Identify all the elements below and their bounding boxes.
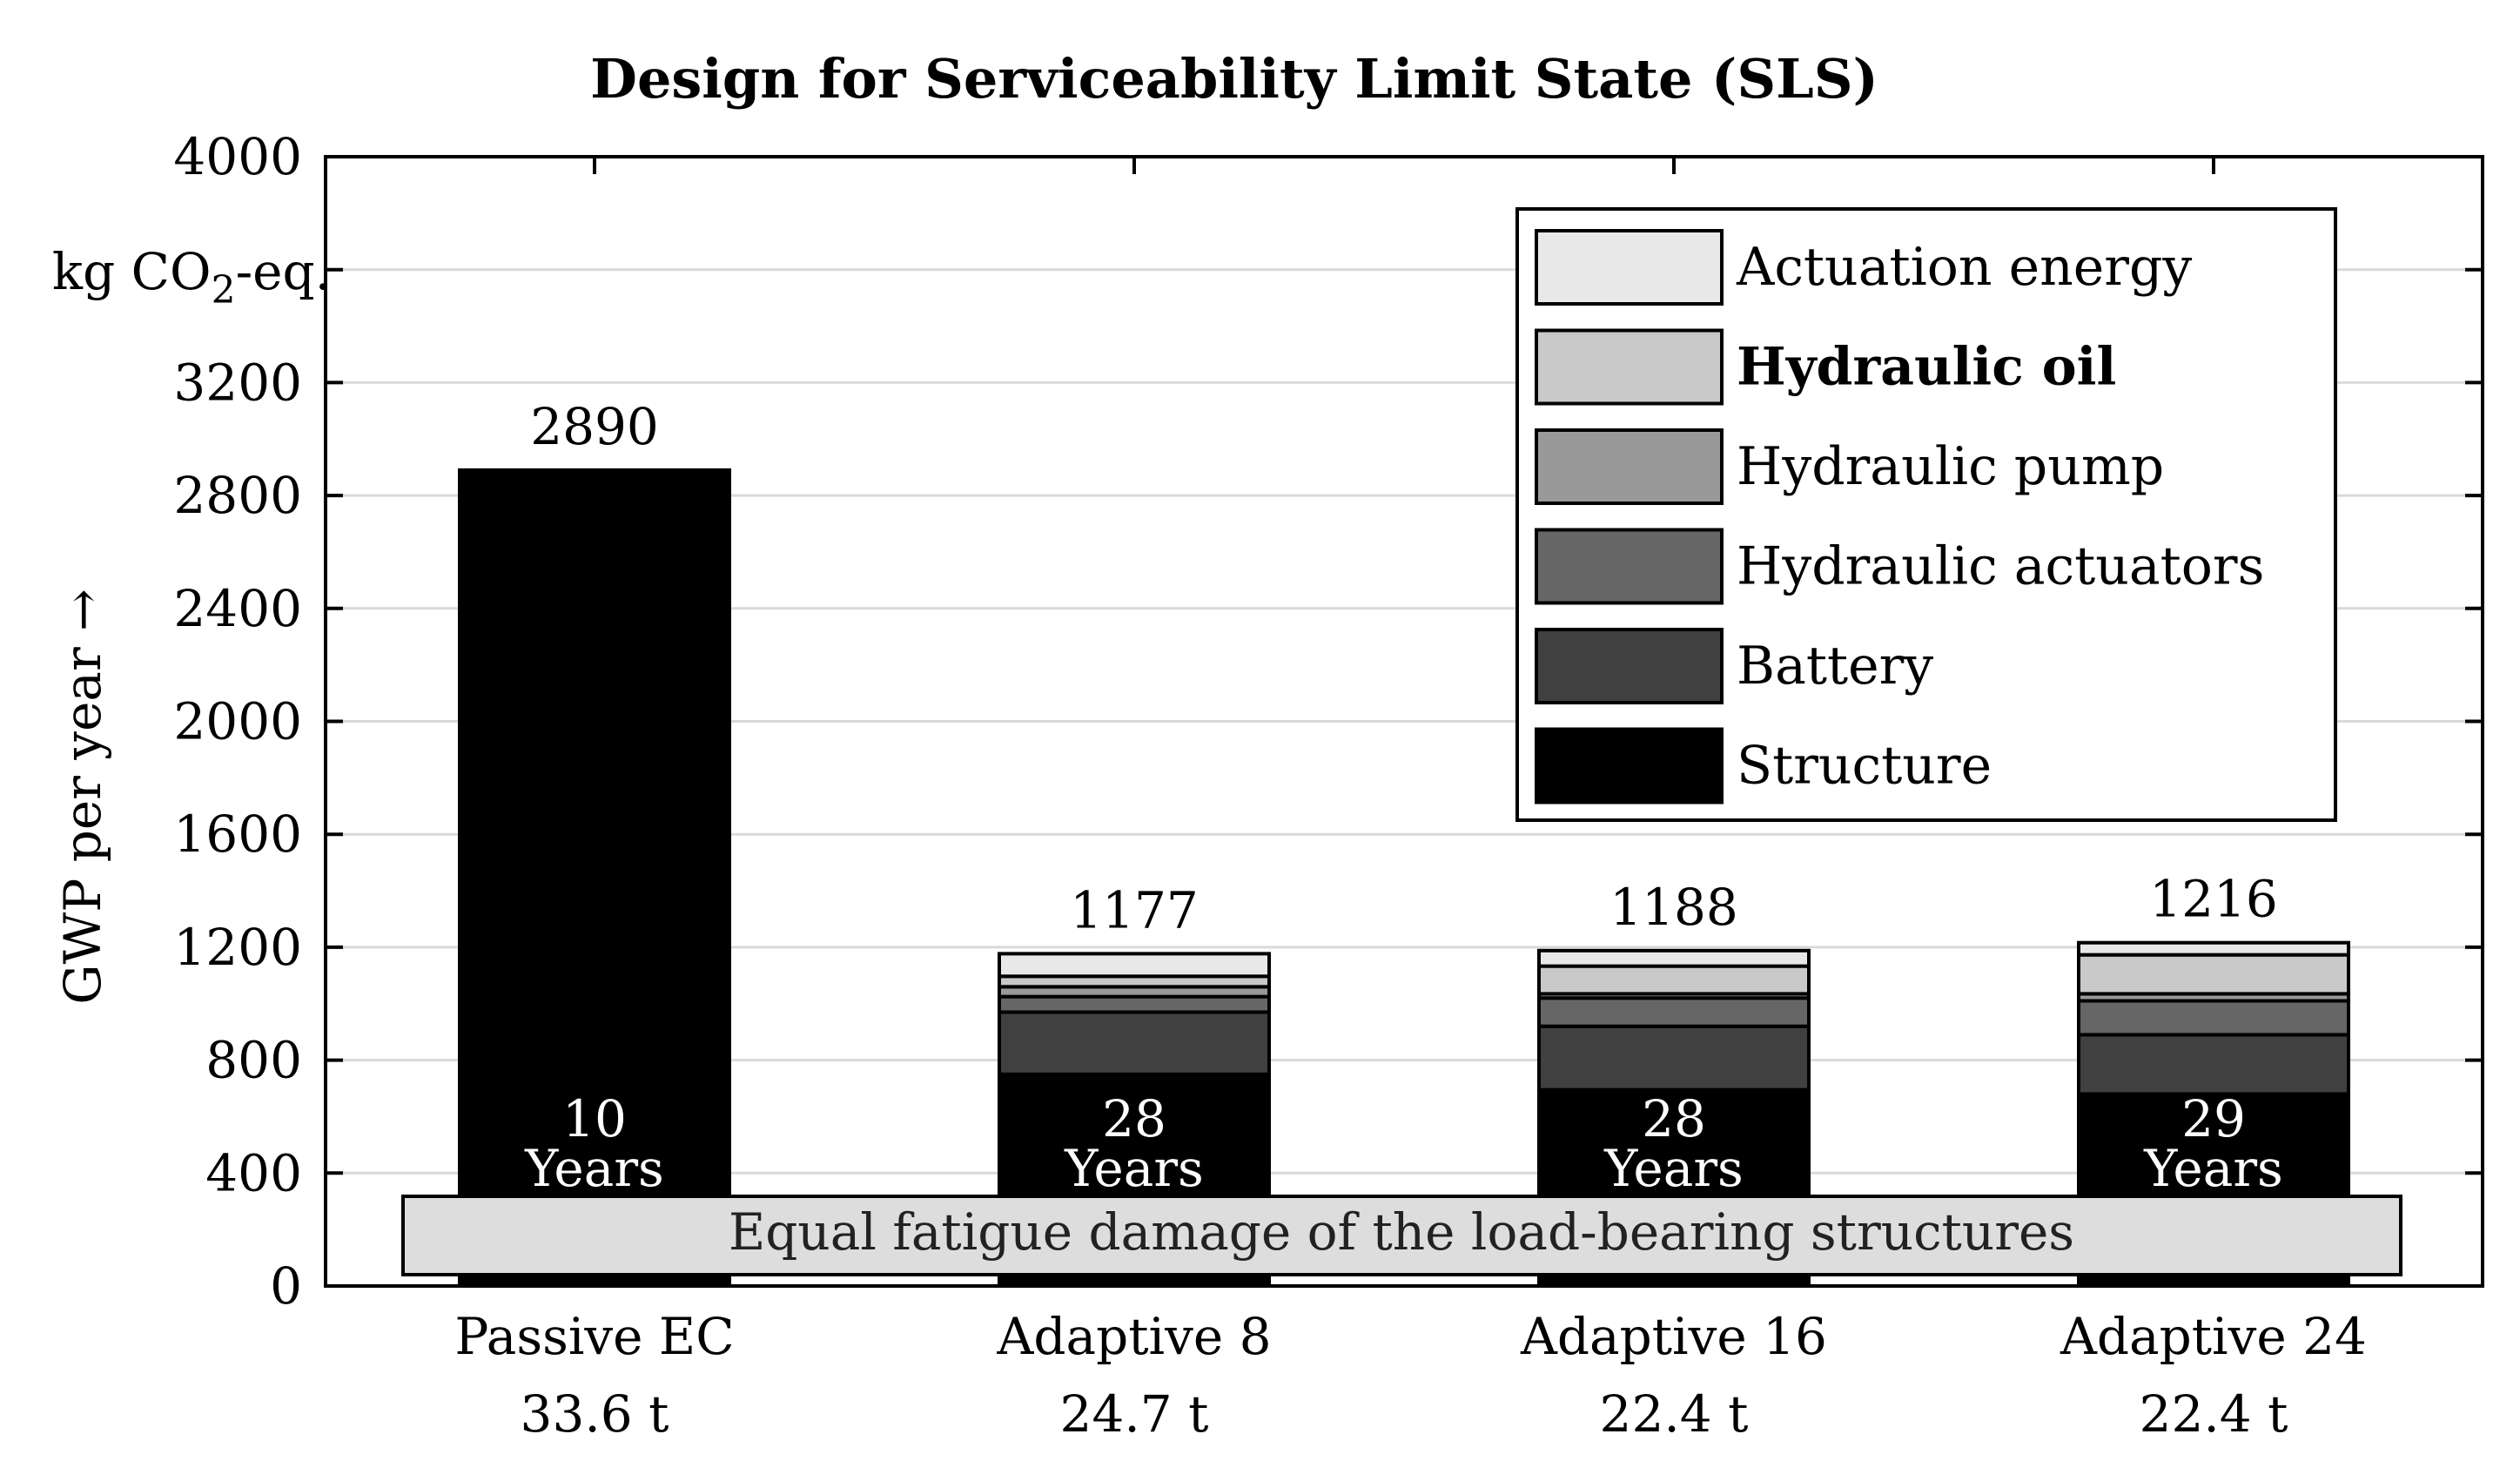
legend-item: Hydraulic pump bbox=[1535, 428, 2164, 505]
legend-label: Battery bbox=[1737, 636, 1933, 697]
lifetime-unit: Years bbox=[524, 1139, 664, 1198]
x-tick-label: Passive EC bbox=[454, 1307, 734, 1366]
legend-swatch bbox=[1535, 528, 1724, 605]
bar-segment bbox=[1537, 948, 1811, 968]
axes bbox=[324, 155, 2484, 1288]
bar-segment bbox=[2077, 999, 2350, 1037]
y-axis-label: GWP per year → bbox=[53, 589, 112, 1004]
legend-item: Structure bbox=[1535, 727, 1992, 805]
bar-total-label: 1188 bbox=[1609, 878, 1738, 937]
lifetime-value: 28 bbox=[1642, 1089, 1706, 1148]
y-tick-label: 0 bbox=[270, 1256, 302, 1316]
x-axis-labels: Passive EC 33.6 t Adaptive 8 24.7 t Adaptive… bbox=[454, 1307, 2367, 1444]
y-tick-label: 3200 bbox=[173, 353, 302, 412]
bar-segment bbox=[1537, 1024, 1811, 1092]
y-tick-label: 1200 bbox=[173, 918, 302, 977]
legend-swatch bbox=[1535, 727, 1724, 805]
bar-segment bbox=[458, 468, 731, 1288]
y-tick-label: 400 bbox=[205, 1143, 302, 1202]
bar-total-label: 1177 bbox=[1070, 880, 1199, 939]
lifetime-value: 28 bbox=[1102, 1089, 1166, 1148]
lifetime-unit: Years bbox=[2143, 1139, 2283, 1198]
annotation-band: Equal fatigue damage of the load-bearing… bbox=[401, 1195, 2402, 1276]
legend-item: Hydraulic actuators bbox=[1535, 528, 2264, 605]
x-mass-label: 22.4 t bbox=[1600, 1384, 1749, 1444]
legend-item: Actuation energy bbox=[1535, 229, 2192, 306]
bar-segment bbox=[1537, 964, 1811, 996]
x-tick-label: Adaptive 24 bbox=[2060, 1307, 2367, 1366]
legend-swatch bbox=[1535, 628, 1724, 704]
bar-segment bbox=[998, 952, 1271, 979]
legend-swatch bbox=[1535, 229, 1724, 306]
lifetime-value: 10 bbox=[562, 1089, 627, 1148]
y-tick-label: 2800 bbox=[173, 466, 302, 525]
y-tick-label: 2000 bbox=[173, 692, 302, 751]
legend-label: Hydraulic oil bbox=[1737, 337, 2116, 398]
bar-total-label: 1216 bbox=[2149, 870, 2278, 929]
x-mass-label: 33.6 t bbox=[521, 1384, 669, 1444]
lifetime-unit: Years bbox=[1603, 1139, 1744, 1198]
chart-title: Design for Serviceability Limit State (S… bbox=[590, 47, 1878, 111]
y-axis-ticks: 0 400 800 1200 1600 2000 2400 2800 3200 4000 bbox=[173, 127, 302, 1316]
unit-subscript: 2 bbox=[212, 268, 236, 313]
x-tick-label: Adaptive 16 bbox=[1520, 1307, 1827, 1366]
y-tick-label: 800 bbox=[205, 1031, 302, 1090]
legend-label: Hydraulic pump bbox=[1737, 436, 2164, 497]
legend-label: Structure bbox=[1737, 736, 1992, 797]
legend-swatch bbox=[1535, 428, 1724, 505]
bar-total-label: 2890 bbox=[530, 397, 659, 456]
legend-label: Hydraulic actuators bbox=[1737, 536, 2264, 597]
annotation-text: Equal fatigue damage of the load-bearing… bbox=[729, 1202, 2074, 1262]
x-mass-label: 24.7 t bbox=[1060, 1384, 1209, 1444]
legend-box bbox=[1515, 207, 2337, 822]
unit-suffix: -eq. bbox=[236, 242, 332, 301]
legend-item: Battery bbox=[1535, 628, 1933, 704]
bar-segment bbox=[2077, 953, 2350, 996]
x-mass-label: 22.4 t bbox=[2140, 1384, 2288, 1444]
y-tick-label: 2400 bbox=[173, 579, 302, 638]
legend: Actuation energy Hydraulic oil Hydraulic p… bbox=[1515, 207, 2337, 822]
legend-item: Hydraulic oil bbox=[1535, 328, 2116, 406]
legend-swatch bbox=[1535, 328, 1724, 406]
y-tick-label: 1600 bbox=[173, 805, 302, 864]
x-tick-label: Adaptive 8 bbox=[996, 1307, 1271, 1366]
bar-segment bbox=[998, 1010, 1271, 1076]
bar-segment bbox=[998, 994, 1271, 1014]
unit-prefix: kg CO bbox=[52, 242, 212, 301]
y-unit-label: kg CO2-eq. bbox=[52, 242, 331, 313]
lifetime-unit: Years bbox=[1064, 1139, 1204, 1198]
annotation-box bbox=[401, 1195, 2402, 1276]
bar-segment bbox=[2077, 1033, 2350, 1096]
bar-segment bbox=[1537, 996, 1811, 1028]
y-tick-label: 4000 bbox=[173, 127, 302, 186]
legend-label: Actuation energy bbox=[1736, 237, 2192, 298]
bar-segment bbox=[2077, 940, 2350, 957]
lifetime-value: 29 bbox=[2181, 1089, 2246, 1148]
